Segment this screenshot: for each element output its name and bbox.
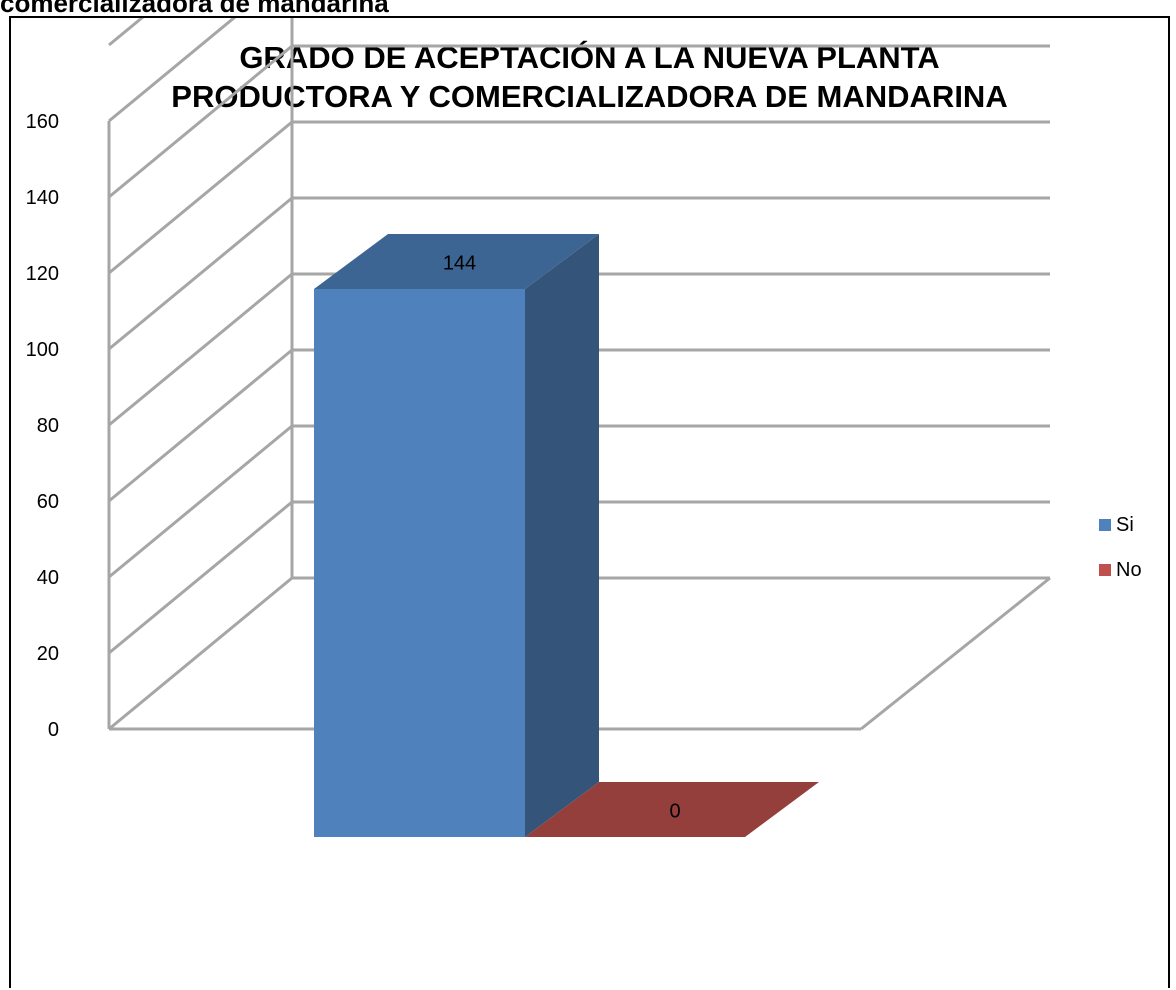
- gridline-side: [108, 120, 293, 275]
- y-tick-label: 160: [26, 111, 59, 133]
- y-axis: 0 20 40 60 80 100 120 140 160: [26, 111, 59, 741]
- bar-top-face: [525, 782, 819, 837]
- data-label-no: 0: [669, 801, 680, 823]
- gridline-side: [108, 576, 293, 731]
- y-tick-label: 0: [48, 719, 59, 741]
- legend: Si No: [1099, 514, 1142, 581]
- y-tick-label: 60: [37, 491, 59, 513]
- gridline-side: [108, 424, 293, 579]
- chart-plot: 0 20 40 60 80 100 120 140 160 144 0 Si No: [26, 18, 1142, 837]
- y-tick-label: 140: [26, 187, 59, 209]
- chart-title-line-2: PRODUCTORA Y COMERCIALIZADORA DE MANDARI…: [171, 79, 1008, 114]
- y-tick-label: 20: [37, 643, 59, 665]
- bar-si: [314, 234, 599, 837]
- chart-title: GRADO DE ACEPTACIÓN A LA NUEVA PLANTA PR…: [11, 38, 1168, 116]
- floor-right-edge: [860, 576, 1051, 731]
- gridline-side: [108, 500, 293, 655]
- gridline-side: [108, 272, 293, 427]
- gridline-side: [108, 44, 293, 199]
- y-tick-label: 40: [37, 567, 59, 589]
- gridline-side: [108, 18, 237, 123]
- bar-front-face: [314, 289, 525, 837]
- legend-label-no: No: [1116, 559, 1142, 581]
- y-tick-label: 80: [37, 415, 59, 437]
- chart-container: GRADO DE ACEPTACIÓN A LA NUEVA PLANTA PR…: [9, 16, 1170, 988]
- figure-caption: comercializadora de mandarina: [0, 0, 389, 18]
- bar-side-face: [525, 234, 599, 837]
- gridline-side: [108, 348, 293, 503]
- legend-swatch-si: [1099, 519, 1111, 531]
- chart-walls: [107, 18, 1051, 731]
- y-tick-label: 120: [26, 263, 59, 285]
- data-label-si: 144: [443, 253, 476, 275]
- bar-no: [525, 782, 819, 837]
- bar-top-face: [314, 234, 599, 289]
- legend-swatch-no: [1099, 564, 1111, 576]
- bar-series: [314, 234, 819, 837]
- legend-label-si: Si: [1116, 514, 1134, 536]
- y-tick-label: 100: [26, 339, 59, 361]
- data-labels: 144 0: [443, 253, 681, 823]
- gridline-side: [108, 196, 293, 351]
- gridline-side: [108, 18, 145, 47]
